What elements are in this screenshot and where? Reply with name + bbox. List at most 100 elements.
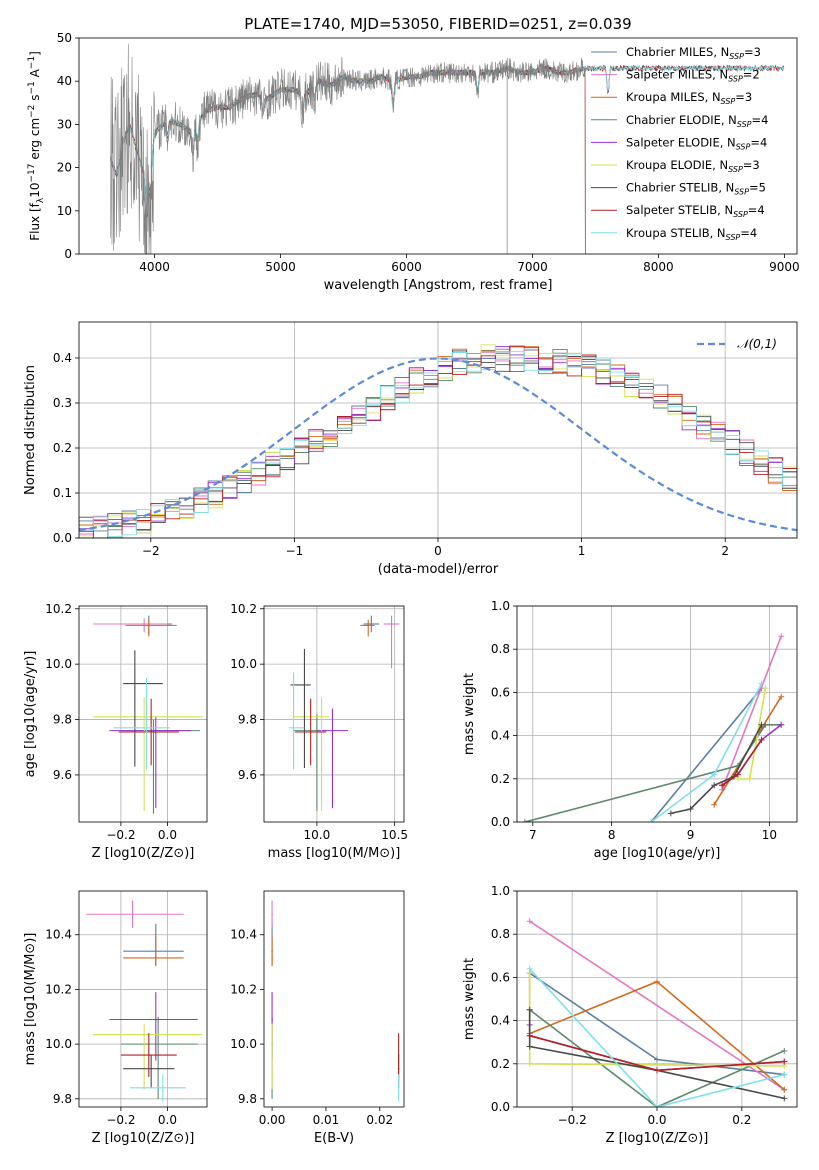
legend-entry-sub: SSP: [728, 75, 743, 84]
model-spectrum-line: [110, 65, 586, 254]
legend-entry-sub: SSP: [737, 120, 752, 129]
x-tick-label: 0.2: [732, 1113, 751, 1127]
legend-entry-sub: SSP: [733, 210, 748, 219]
x-tick-label: 10.0: [304, 828, 331, 842]
x-tick-label: 0.0: [158, 1113, 177, 1127]
legend-entry: 𝒩(0,1): [737, 337, 777, 351]
y-tick-label: 10.2: [45, 602, 72, 616]
y-tick-label: 0.8: [491, 927, 510, 941]
mass-weight-marker: [526, 1060, 533, 1067]
data-point: [397, 1087, 400, 1089]
legend-entry-value: =3: [735, 90, 752, 104]
mass-weight-marker: [711, 771, 718, 778]
x-axis-label: wavelength [Angstrom, rest frame]: [324, 278, 553, 293]
x-axis-label: mass [log10(M/M⊙)]: [268, 846, 401, 861]
axes-frame: [263, 890, 405, 1108]
data-point: [157, 1043, 159, 1045]
mass-weight-marker: [781, 1071, 788, 1078]
data-point: [148, 1054, 150, 1056]
axes-frame: [78, 321, 798, 539]
mass-weight-marker: [526, 1043, 533, 1050]
mass-weight-marker: [687, 806, 694, 813]
mass-weight-marker: [781, 1058, 788, 1065]
data-point: [367, 624, 370, 627]
y-axis-label: age [log10(age/yr)]: [23, 651, 38, 778]
x-tick-label: 0.0: [158, 828, 177, 842]
mass-weight-marker: [648, 819, 655, 822]
mass-weight-marker: [711, 801, 718, 808]
legend-entry: Salpeter MILES, NSSP=2: [626, 68, 760, 84]
legend-entry-value: =5: [749, 181, 766, 195]
legend-entry-main: Chabrier MILES, N: [626, 45, 729, 59]
y-tick-label: 9.8: [53, 1092, 72, 1106]
mass-vs-z-panel: −0.2 0.0 9.8 10.0 10.2 10.4 Z [log10(Z/Z⊙)] mas…: [23, 890, 208, 1146]
data-point: [150, 1067, 152, 1070]
mass-weight-line: [650, 687, 763, 822]
legend-entry: Chabrier MILES, NSSP=3: [626, 45, 761, 61]
y-tick-label: 1.0: [491, 884, 510, 898]
legend-entry-sub: SSP: [726, 233, 741, 242]
data-point: [145, 727, 148, 729]
mass-weight-marker: [526, 1032, 533, 1039]
y-tick-label: 0.0: [53, 531, 72, 545]
data-point: [143, 1033, 145, 1036]
axes-frame: [263, 605, 405, 823]
mass-weight-marker: [781, 1086, 788, 1093]
y-axis-label: mass weight: [462, 673, 477, 755]
mass-weight-marker: [778, 693, 785, 700]
axes-frame: [78, 605, 208, 823]
data-point: [271, 957, 273, 959]
y-tick-label: 9.8: [53, 713, 72, 727]
y-tick-label: 10.2: [45, 982, 72, 996]
data-point: [155, 957, 157, 959]
data-point: [303, 684, 306, 686]
legend-entry-value: =4: [752, 113, 769, 127]
x-tick-label: 8000: [643, 260, 674, 274]
y-tick-label: 40: [57, 74, 72, 88]
legend-entry-sub: SSP: [721, 97, 736, 106]
x-axis-label: Z [log10(Z/Z⊙)]: [92, 846, 195, 861]
y-tick-label: 9.6: [238, 768, 257, 782]
mass-weight-marker: [521, 819, 528, 822]
legend-entry-value: =2: [743, 68, 760, 82]
y-axis-label-part: −2: [27, 105, 37, 118]
x-tick-label: 1: [578, 544, 586, 558]
mass-weight-marker: [778, 633, 785, 640]
data-point: [143, 623, 145, 625]
data-point: [397, 1054, 400, 1056]
legend-entry-main: Salpeter ELODIE, N: [626, 135, 736, 149]
y-tick-label: 1.0: [491, 599, 510, 613]
x-tick-label: −1: [286, 544, 304, 558]
y-tick-label: 9.8: [238, 1092, 257, 1106]
mass-weight-marker: [711, 782, 718, 789]
legend-entry-value: =3: [743, 158, 760, 172]
residuals-panel: −2 −1 0 1 2 0.0 0.1 0.2 0.3 0.4 (data-model)/error…: [23, 321, 798, 577]
x-tick-label: 0.02: [366, 1113, 393, 1127]
gaussian-reference-curve: [79, 357, 797, 532]
data-point: [390, 623, 393, 625]
axes-frame: [516, 890, 798, 1108]
age-vs-mass-panel: 10.0 10.5 9.6 9.8 10.0 10.2 mass [log10(M/M⊙)]: [230, 602, 408, 861]
legend-entry-value: =4: [748, 203, 765, 217]
x-tick-label: 6000: [391, 260, 422, 274]
y-axis-label-part: ]: [28, 51, 42, 56]
y-axis-label: mass weight: [462, 958, 477, 1040]
y-tick-label: 9.8: [238, 713, 257, 727]
legend-entry: Chabrier ELODIE, NSSP=4: [626, 113, 768, 129]
y-axis-label-part: erg cm: [28, 118, 42, 164]
y-axis-label-part: Flux [f: [28, 202, 42, 240]
legend-entry: Salpeter ELODIE, NSSP=4: [626, 135, 767, 151]
legend-entry: Chabrier STELIB, NSSP=5: [626, 181, 766, 197]
legend-entry-main: Chabrier STELIB, N: [626, 181, 734, 195]
mass-weight-marker: [734, 771, 741, 778]
mass-weight-marker: [719, 782, 726, 789]
legend-entry-main: Kroupa MILES, N: [626, 90, 721, 104]
x-tick-label: 10.5: [381, 828, 408, 842]
x-axis-label: (data-model)/error: [378, 562, 499, 577]
x-tick-label: 4000: [139, 260, 170, 274]
legend-entry-main: Salpeter STELIB, N: [626, 203, 733, 217]
axes-frame: [516, 605, 798, 823]
y-tick-label: 10.2: [230, 982, 257, 996]
y-tick-label: 10.2: [230, 602, 257, 616]
mass-weight-marker: [781, 1095, 788, 1102]
